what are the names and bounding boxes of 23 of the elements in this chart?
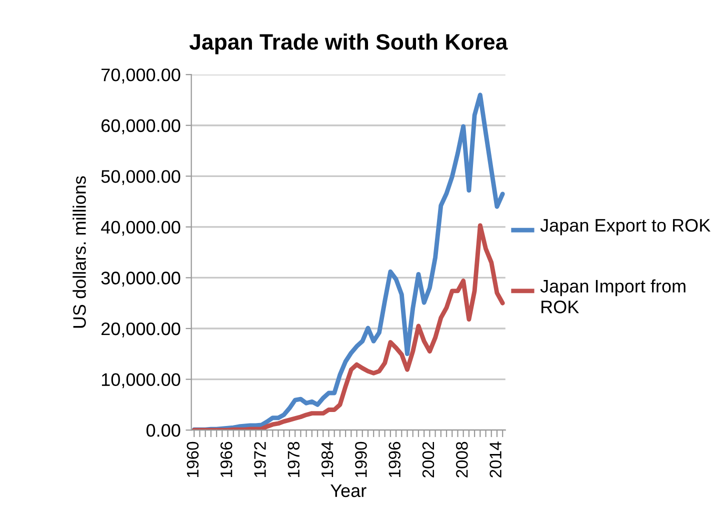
legend-label: Japan Export to ROK — [540, 218, 710, 236]
x-tick-label: 2014 — [490, 442, 502, 478]
x-tick-label: 1996 — [388, 442, 401, 477]
legend-label: Japan Import from ROK — [540, 279, 686, 314]
x-tick-label: 1984 — [321, 442, 334, 477]
x-tick-label: 1972 — [254, 442, 266, 477]
x-tick-label: 2008 — [456, 442, 468, 478]
y-tick-label: 50,000.00 — [101, 170, 180, 186]
x-tick-label: 1966 — [220, 442, 232, 477]
y-tick-label: 30,000.00 — [101, 272, 180, 287]
x-tick-label: 1990 — [355, 442, 367, 477]
y-axis-title: US dollars. millions — [72, 176, 86, 328]
y-tick-label: 0.00 — [146, 424, 180, 437]
y-tick-label: 20,000.00 — [102, 322, 180, 338]
x-tick-label: 1978 — [288, 442, 300, 477]
y-tick-label: 10,000.00 — [102, 373, 180, 388]
x-tick-label: 1960 — [186, 442, 199, 477]
x-axis-title: Year — [330, 484, 366, 498]
y-tick-label: 60,000.00 — [102, 119, 180, 134]
chart-title: Japan Trade with South Korea — [189, 33, 508, 54]
x-tick-label: 2002 — [422, 442, 434, 478]
y-tick-label: 70,000.00 — [102, 68, 180, 84]
y-tick-label: 40,000.00 — [101, 220, 180, 236]
